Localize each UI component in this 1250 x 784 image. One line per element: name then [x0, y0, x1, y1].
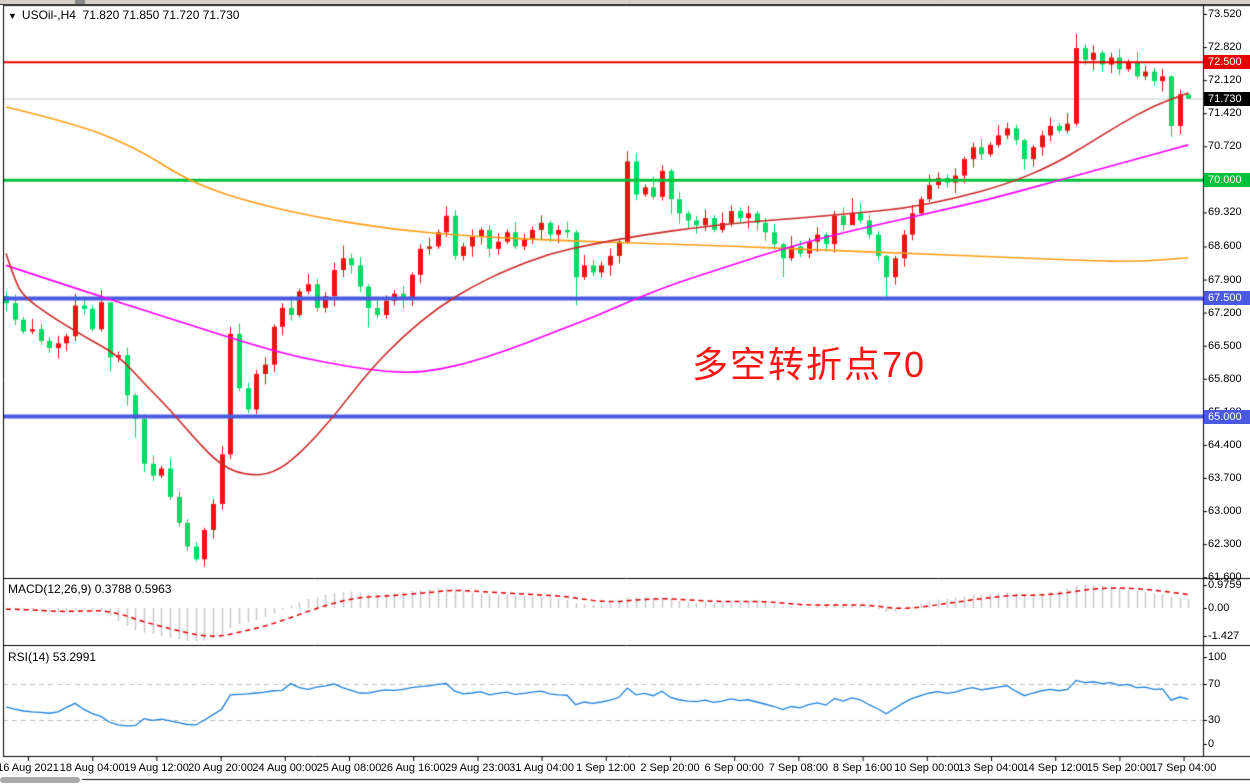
price-axis-label: 72.820	[1208, 41, 1242, 54]
price-axis-label: 65.800	[1208, 372, 1242, 385]
date-axis-label: 10 Sep 00:00	[894, 762, 960, 774]
date-axis-label: 6 Sep 00:00	[704, 762, 764, 774]
date-axis-label: 8 Sep 16:00	[832, 762, 893, 774]
macd-title: MACD(12,26,9) 0.3788 0.5963	[8, 582, 171, 596]
date-axis-label: 7 Sep 08:00	[768, 762, 829, 774]
date-axis-label: 2 Sep 20:00	[640, 762, 700, 774]
price-axis-label: 67.200	[1208, 306, 1242, 319]
date-axis-label: 17 Sep 04:00	[1150, 762, 1217, 774]
macd-axis-label: 0.00	[1208, 602, 1230, 614]
price-axis-label: 68.600	[1208, 240, 1242, 253]
price-axis-label: 62.300	[1208, 538, 1242, 551]
date-axis-label: 15 Sep 20:00	[1086, 762, 1153, 774]
macd-label: MACD(12,26,9)	[8, 582, 92, 596]
date-axis-label: 14 Sep 12:00	[1022, 762, 1088, 774]
date-axis-label: 20 Aug 20:00	[188, 762, 254, 774]
rsi-axis-label: 0	[1208, 738, 1215, 750]
symbol-dropdown-icon[interactable]: ▼	[8, 11, 17, 21]
date-axis-label: 13 Sep 04:00	[958, 762, 1024, 774]
price-axis-label: 64.400	[1208, 438, 1242, 451]
price-axis-label: 66.500	[1208, 339, 1242, 352]
rsi-axis-label: 30	[1208, 714, 1221, 726]
date-axis-label: 26 Aug 16:00	[380, 762, 446, 774]
price-badge-67.500: 67.500	[1204, 291, 1250, 306]
price-axis-label: 73.520	[1208, 8, 1242, 20]
price-axis-label: 69.320	[1208, 206, 1242, 219]
h-scrollbar-thumb[interactable]	[0, 777, 80, 783]
date-axis-label: 16 Aug 2021	[0, 762, 59, 774]
macd-values: 0.3788 0.5963	[94, 582, 172, 596]
price-axis-label: 63.000	[1208, 505, 1242, 518]
rsi-axis-label: 100	[1208, 651, 1227, 663]
price-badge-65.000: 65.000	[1204, 409, 1250, 424]
rsi-value: 53.2991	[52, 650, 97, 664]
macd-axis-label: 0.9759	[1208, 579, 1242, 592]
price-axis-label: 71.420	[1208, 107, 1242, 120]
price-axis-label: 63.700	[1208, 471, 1242, 484]
price-axis-label: 67.900	[1208, 273, 1242, 286]
date-axis-label: 18 Aug 04:00	[59, 762, 125, 774]
date-axis-label: 1 Sep 12:00	[576, 762, 636, 774]
macd-axis-label: -1.427	[1208, 630, 1240, 642]
window-top-notch	[75, 0, 85, 4]
price-axis-label: 70.720	[1208, 140, 1242, 153]
price-badge-70.000: 70.000	[1204, 173, 1250, 188]
ohlc-values: 71.820 71.850 71.720 71.730	[82, 8, 240, 22]
window-top-strip	[0, 0, 1250, 5]
date-axis-label: 31 Aug 04:00	[509, 762, 575, 774]
date-axis-label: 25 Aug 08:00	[316, 762, 382, 774]
date-axis-label: 19 Aug 12:00	[123, 762, 189, 774]
price-badge-72.500: 72.500	[1204, 55, 1250, 70]
date-axis-label: 24 Aug 00:00	[252, 762, 318, 774]
chart-title: ▼ USOil-,H4 71.820 71.850 71.720 71.730	[8, 8, 239, 22]
date-axis-label: 29 Aug 23:00	[444, 762, 510, 774]
price-badge-71.730: 71.730	[1204, 91, 1250, 106]
rsi-title: RSI(14) 53.2991	[8, 650, 96, 664]
rsi-axis-label: 70	[1208, 678, 1221, 690]
price-axis-label: 72.120	[1208, 74, 1242, 87]
trend-annotation: 多空转折点70	[692, 344, 927, 385]
symbol-label: USOil-,H4	[21, 8, 76, 22]
rsi-label: RSI(14)	[8, 650, 50, 664]
price-axis-label: 61.600	[1208, 571, 1242, 584]
